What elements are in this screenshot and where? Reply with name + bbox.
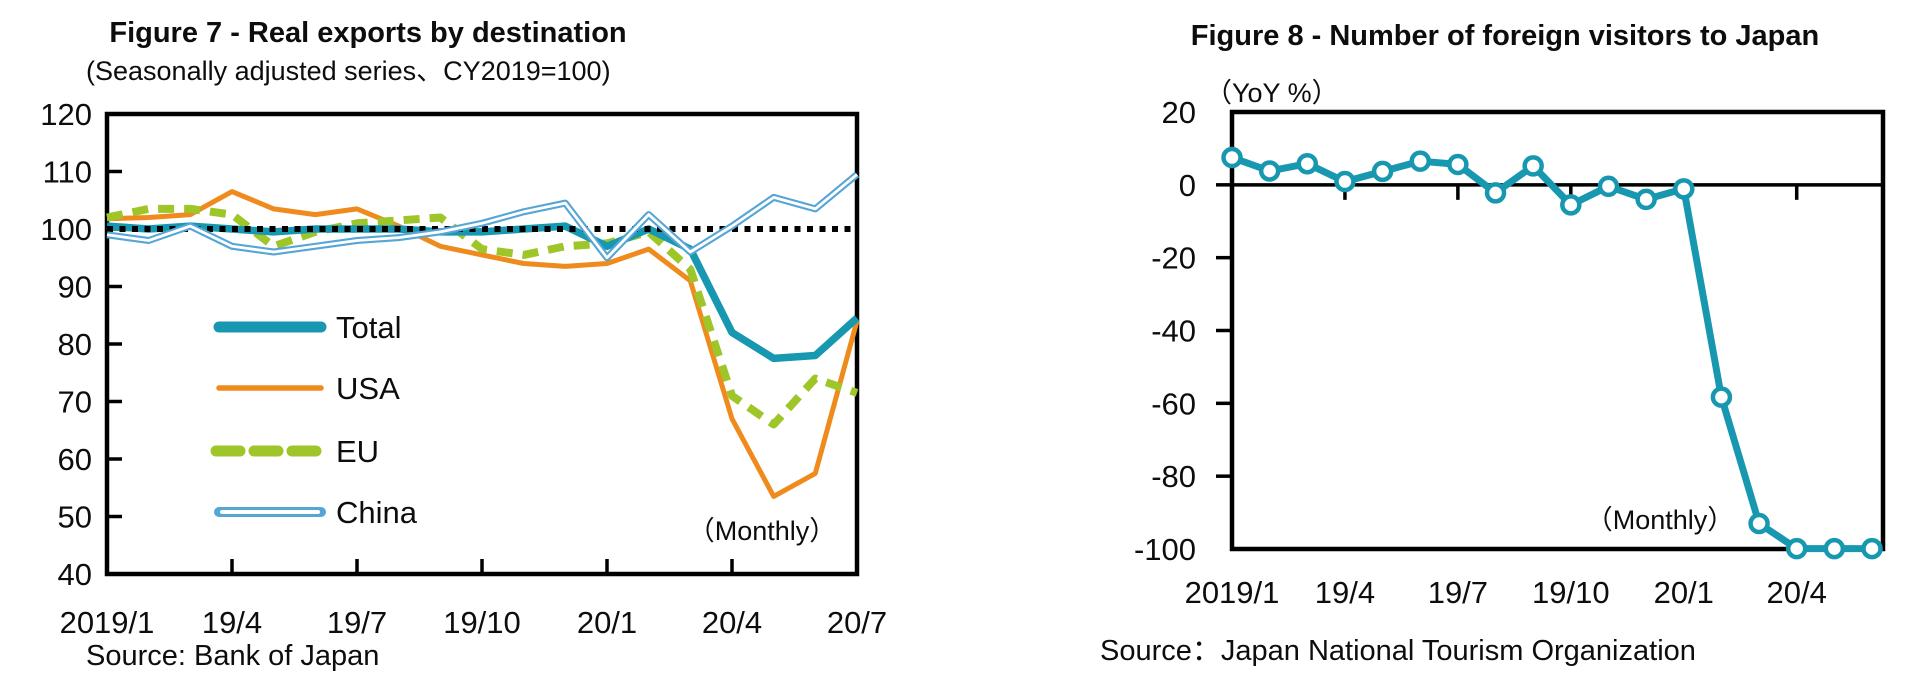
data-point-marker	[1296, 152, 1319, 175]
figure7-title: Figure 7 - Real exports by destination	[109, 17, 626, 49]
data-point-marker	[1710, 386, 1733, 408]
legend-label-total: Total	[336, 310, 401, 345]
data-point-marker	[1409, 150, 1431, 172]
data-point-marker	[1522, 155, 1544, 177]
data-point-marker	[1823, 537, 1846, 560]
data-point-marker	[1447, 153, 1469, 176]
series-line-eu	[106, 204, 859, 429]
figure8-plot-area: 20 0 -20 -40 -60 -80 -100 2019/1 19/4 19/7 19/10 20…	[1134, 95, 1886, 610]
data-point-marker	[1560, 194, 1582, 216]
data-point-marker	[1371, 160, 1394, 183]
data-point-marker	[1861, 537, 1883, 560]
figure8-source: Source：Japan National Tourism Organizati…	[1100, 635, 1696, 667]
x-tick-label: 20/7	[827, 605, 887, 640]
data-point-marker	[1221, 146, 1243, 169]
x-tick-label: 20/4	[702, 605, 762, 640]
legend-label-eu: EU	[336, 434, 379, 469]
legend-label-usa: USA	[336, 371, 400, 406]
y-tick-label: 70	[58, 385, 92, 420]
data-point-marker	[1334, 170, 1356, 193]
figure7-source: Source: Bank of Japan	[86, 640, 379, 672]
x-tick-label: 19/4	[1315, 575, 1375, 610]
data-point-marker	[1785, 537, 1808, 560]
figure8-title: Figure 8 - Number of foreign visitors to…	[1191, 20, 1819, 52]
y-tick-label: 100	[40, 212, 92, 247]
series-line-usa	[106, 189, 860, 499]
figure7-chart: Figure 7 - Real exports by destination (…	[40, 17, 887, 672]
data-point-marker	[1635, 188, 1657, 211]
x-tick-label: 20/1	[577, 605, 637, 640]
figure8-subtitle: （YoY %）	[1205, 78, 1339, 108]
y-tick-label: -60	[1151, 386, 1196, 421]
x-tick-label: 19/10	[1532, 575, 1610, 610]
series-line-china-core	[106, 173, 858, 260]
y-tick-label: -40	[1151, 314, 1196, 349]
y-tick-label: 90	[58, 270, 92, 305]
figure8-chart: Figure 8 - Number of foreign visitors to…	[1100, 20, 1886, 667]
x-tick-label: 20/4	[1767, 575, 1827, 610]
x-tick-label: 19/10	[443, 605, 521, 640]
data-point-marker	[1484, 182, 1507, 204]
data-point-marker	[1597, 175, 1620, 198]
x-tick-label: 2019/1	[1185, 575, 1280, 610]
x-tick-label: 19/4	[202, 605, 262, 640]
x-tick-label: 2019/1	[60, 605, 155, 640]
y-tick-label: 20	[1162, 95, 1196, 130]
y-tick-label: 120	[40, 97, 92, 132]
y-tick-label: 60	[58, 442, 92, 477]
data-point-marker	[1673, 178, 1695, 200]
y-tick-label: -80	[1151, 459, 1196, 494]
y-tick-label: 50	[58, 500, 92, 535]
figure7-subtitle: (Seasonally adjusted series、CY2019=100)	[86, 56, 611, 86]
x-tick-label: 19/7	[327, 605, 387, 640]
figure7-plot-area: 120 110 100 90 80 70 60 50 40 2019/1 19/4 19/7 19/10…	[40, 97, 887, 640]
y-tick-label: -100	[1134, 532, 1196, 567]
data-point-marker	[1258, 160, 1281, 182]
data-point-marker	[1748, 512, 1770, 535]
y-tick-label: 0	[1179, 168, 1196, 203]
y-tick-label: 80	[58, 327, 92, 362]
legend-label-china: China	[336, 495, 418, 530]
x-tick-label: 20/1	[1654, 575, 1714, 610]
series-line-visitors	[1230, 154, 1872, 553]
y-tick-label: 40	[58, 557, 92, 592]
y-tick-label: -20	[1151, 241, 1196, 276]
figure7-monthly-annotation: （Monthly）	[688, 516, 837, 546]
figure8-monthly-annotation: （Monthly）	[1586, 505, 1735, 535]
figure7-legend: Total USA EU China	[210, 310, 418, 530]
y-tick-label: 110	[43, 155, 92, 190]
x-tick-label: 19/7	[1428, 575, 1488, 610]
